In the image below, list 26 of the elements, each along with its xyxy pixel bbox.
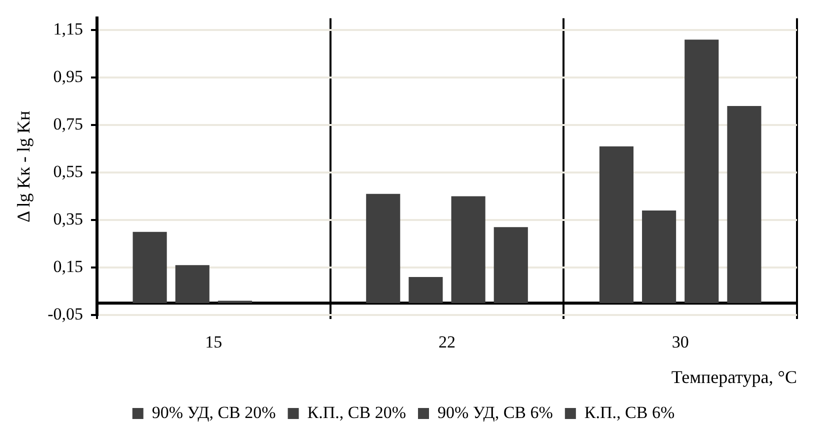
y-tick-label: 1,15 — [53, 20, 84, 39]
y-tick-label: 0,15 — [53, 256, 84, 276]
x-tick-label: 22 — [438, 332, 456, 352]
y-tick-label: 0,55 — [53, 162, 84, 182]
y-tick-label: 0,75 — [53, 114, 84, 134]
legend-label: К.П., СВ 20% — [307, 402, 406, 422]
x-tick-label: 30 — [672, 332, 689, 352]
y-tick-label: 0,35 — [53, 209, 84, 228]
bar — [599, 146, 634, 304]
legend-label: 90% УД, СВ 20% — [152, 402, 276, 422]
bar — [366, 194, 400, 304]
bar — [727, 106, 762, 304]
bar — [408, 277, 443, 304]
x-tick-label: 15 — [205, 332, 222, 352]
bar — [175, 265, 210, 304]
y-tick-label: 0,95 — [53, 67, 84, 86]
bar — [451, 196, 486, 304]
bar — [684, 40, 719, 304]
legend-label: К.П., СВ 6% — [584, 402, 675, 422]
y-tick-label: -0,05 — [48, 304, 84, 324]
x-axis-title: Температура, °C — [671, 366, 797, 387]
bar — [642, 210, 676, 304]
legend-label: 90% УД, СВ 6% — [438, 402, 553, 422]
y-axis-title: Δ lg Kк - lg Kн — [14, 110, 34, 222]
bar — [132, 232, 167, 304]
bar — [494, 227, 528, 304]
